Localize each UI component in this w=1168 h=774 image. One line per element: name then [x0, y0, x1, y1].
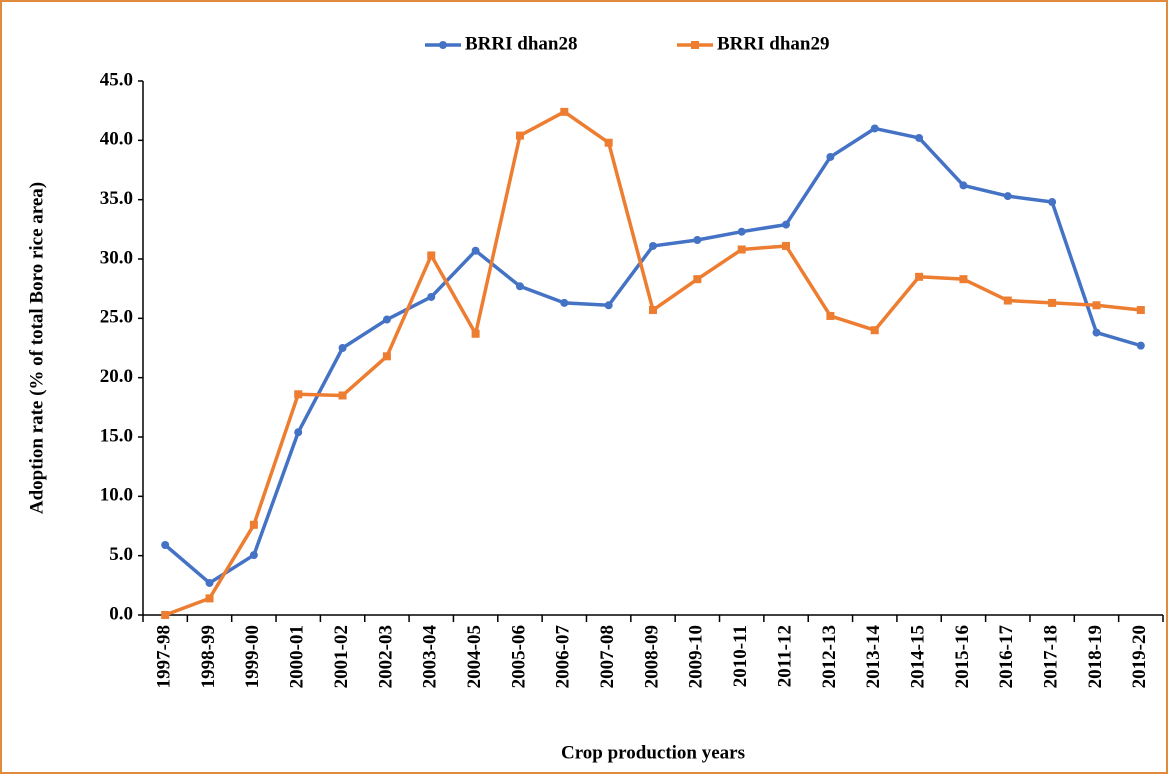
- x-tick-label: 2002-03: [375, 625, 396, 688]
- y-tick-label: 45.0: [100, 69, 133, 90]
- point: [471, 329, 480, 338]
- legend-marker: [439, 41, 447, 49]
- point: [1136, 306, 1145, 315]
- point: [205, 594, 214, 603]
- point: [294, 428, 303, 437]
- point: [693, 236, 702, 245]
- point: [959, 181, 968, 190]
- legend-marker: [691, 41, 699, 49]
- point: [249, 520, 258, 529]
- point: [1048, 298, 1057, 307]
- x-tick-label: 1999-00: [242, 625, 263, 688]
- point: [649, 306, 657, 315]
- x-tick-label: 2019-20: [1129, 625, 1150, 688]
- x-tick-label: 2003-04: [420, 625, 441, 689]
- y-tick-label: 10.0: [100, 485, 133, 506]
- x-tick-label: 2015-16: [952, 625, 973, 688]
- point: [649, 241, 657, 250]
- point: [1003, 192, 1012, 201]
- x-tick-label: 2011-12: [774, 625, 795, 687]
- x-tick-label: 2012-13: [819, 625, 840, 688]
- legend-label: BRRI dhan29: [717, 33, 829, 54]
- x-tick-label: 2014-15: [907, 625, 928, 688]
- point: [959, 275, 968, 284]
- point: [826, 311, 835, 320]
- point: [737, 245, 746, 254]
- point: [1048, 198, 1057, 207]
- point: [427, 251, 436, 260]
- y-tick-label: 25.0: [100, 307, 133, 328]
- point: [915, 133, 924, 142]
- x-tick-label: 2009-10: [686, 625, 707, 688]
- point: [249, 551, 258, 560]
- point: [1003, 296, 1012, 305]
- point: [560, 298, 569, 307]
- y-tick-label: 5.0: [109, 544, 133, 565]
- x-tick-label: 2010-11: [730, 625, 751, 687]
- y-tick-label: 35.0: [100, 188, 133, 209]
- x-tick-label: 2017-18: [1040, 625, 1061, 688]
- x-tick-label: 1997-98: [154, 625, 175, 688]
- x-tick-label: 2008-09: [641, 625, 662, 688]
- x-axis-label: Crop production years: [561, 742, 745, 763]
- y-tick-label: 15.0: [100, 425, 133, 446]
- x-tick-label: 2000-01: [287, 625, 308, 688]
- point: [604, 301, 613, 310]
- point: [693, 275, 702, 284]
- point: [205, 578, 214, 587]
- y-axis-label: Adoption rate (% of total Boro rice area…: [26, 182, 47, 514]
- y-tick-label: 20.0: [100, 366, 133, 387]
- point: [1092, 301, 1101, 310]
- point: [604, 138, 613, 147]
- point: [161, 611, 170, 619]
- x-tick-label: 2006-07: [553, 625, 574, 689]
- x-tick-label: 2004-05: [464, 625, 485, 688]
- point: [782, 220, 791, 229]
- y-tick-label: 40.0: [100, 129, 133, 150]
- point: [515, 131, 524, 140]
- y-tick-label: 0.0: [109, 603, 133, 624]
- point: [382, 352, 391, 361]
- x-tick-label: 2016-17: [996, 625, 1017, 689]
- x-tick-label: 2001-02: [331, 625, 352, 688]
- x-tick-label: 2013-14: [863, 625, 884, 689]
- point: [826, 152, 835, 161]
- point: [1136, 341, 1145, 350]
- point: [782, 241, 791, 250]
- point: [338, 344, 347, 352]
- point: [382, 315, 391, 324]
- point: [560, 107, 569, 116]
- legend-label: BRRI dhan28: [465, 33, 577, 54]
- x-tick-label: 2018-19: [1085, 625, 1106, 688]
- x-tick-label: 2007-08: [597, 625, 618, 688]
- point: [427, 292, 436, 301]
- point: [737, 227, 746, 236]
- point: [915, 272, 924, 281]
- point: [471, 246, 480, 255]
- point: [338, 391, 347, 400]
- point: [1092, 328, 1101, 337]
- point: [294, 390, 303, 399]
- point: [870, 124, 879, 133]
- x-tick-label: 2005-06: [508, 625, 529, 688]
- y-tick-label: 30.0: [100, 247, 133, 268]
- point: [870, 326, 879, 335]
- x-tick-label: 1998-99: [198, 625, 219, 688]
- point: [515, 282, 524, 291]
- point: [161, 540, 170, 549]
